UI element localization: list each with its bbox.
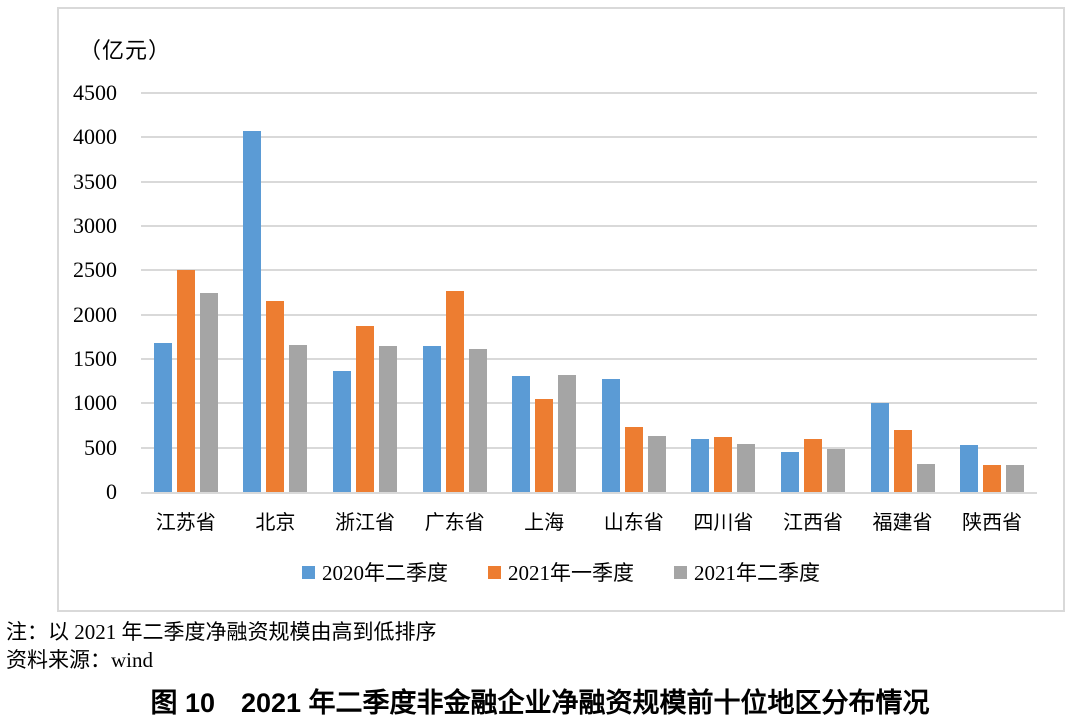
x-tick-label: 广东省 xyxy=(424,512,485,534)
x-tick-label: 江西省 xyxy=(782,512,843,534)
bar xyxy=(647,436,666,492)
bar xyxy=(983,465,1002,492)
bar xyxy=(512,375,531,492)
bar xyxy=(893,429,912,492)
x-tick-label: 上海 xyxy=(524,512,565,534)
bar-group-6 xyxy=(589,93,679,492)
bar-group-3 xyxy=(320,93,410,492)
bar-group-4 xyxy=(410,93,500,492)
bar xyxy=(468,349,487,492)
legend-item: 2021年一季度 xyxy=(488,557,634,587)
bar xyxy=(266,301,285,492)
y-tick-label: 4500 xyxy=(73,80,117,105)
figure-caption: 图 10 2021 年二季度非金融企业净融资规模前十位地区分布情况 xyxy=(0,681,1080,720)
bar-group-10 xyxy=(947,93,1037,492)
bar xyxy=(355,326,374,492)
bar xyxy=(601,379,620,492)
bar xyxy=(780,452,799,492)
y-tick-label: 1000 xyxy=(73,390,117,416)
legend-label: 2020年二季度 xyxy=(322,561,448,585)
bar xyxy=(1006,465,1025,492)
x-tick-label: 浙江省 xyxy=(334,512,395,534)
bar xyxy=(826,448,845,492)
bar xyxy=(870,403,889,492)
bar xyxy=(378,345,397,492)
chart-frame: （亿元） 0 500 1000 1500 2000 2500 3000 3500 4000 450… xyxy=(57,7,1065,612)
gridline xyxy=(141,358,1037,361)
y-tick-label: 0 xyxy=(106,479,117,504)
bar xyxy=(960,445,979,492)
legend-swatch-icon xyxy=(302,565,315,579)
bar-group-7 xyxy=(679,93,769,492)
chart-source: 资料来源：wind xyxy=(6,644,153,674)
note-text: 注：以 2021 年二季度净融资规模由高到低排序 xyxy=(6,620,437,644)
y-axis-tick-labels: 0 500 1000 1500 2000 2500 3000 3500 4000 4500 xyxy=(59,82,131,503)
bar xyxy=(332,370,351,492)
bar xyxy=(153,343,172,492)
gridline xyxy=(141,313,1037,316)
y-tick-label: 3000 xyxy=(73,213,117,239)
y-tick-label: 500 xyxy=(84,434,117,460)
gridline xyxy=(141,402,1037,405)
gridline xyxy=(141,446,1037,449)
bar xyxy=(243,131,262,492)
bar-group-5 xyxy=(499,93,589,492)
x-tick-label: 陕西省 xyxy=(962,512,1023,534)
y-axis-unit-label: （亿元） xyxy=(79,38,172,63)
x-axis-category-labels: 江苏省 北京 浙江省 广东省 上海 山东省 四川省 江西省 福建省 陕西省 xyxy=(141,506,1037,535)
gridline xyxy=(141,180,1037,183)
gridline xyxy=(141,92,1037,94)
bar xyxy=(422,345,441,492)
y-tick-label: 2000 xyxy=(73,301,117,327)
y-tick-label: 3500 xyxy=(73,168,117,194)
bar xyxy=(803,438,822,492)
x-tick-label: 山东省 xyxy=(603,512,664,534)
bar-groups xyxy=(141,93,1037,492)
legend-label: 2021年一季度 xyxy=(508,561,634,585)
y-tick-label: 2500 xyxy=(73,257,117,283)
source-text: 资料来源：wind xyxy=(6,648,153,672)
x-tick-label: 福建省 xyxy=(872,512,933,534)
bar xyxy=(289,344,308,492)
bar xyxy=(558,374,577,492)
y-tick-label: 4000 xyxy=(73,124,117,150)
y-tick-label: 1500 xyxy=(73,346,117,372)
bar xyxy=(445,290,464,492)
gridline xyxy=(141,136,1037,139)
chart-legend: 2020年二季度 2021年一季度 2021年二季度 xyxy=(59,557,1063,587)
bar xyxy=(199,292,218,492)
x-tick-label: 北京 xyxy=(255,512,296,534)
bar xyxy=(916,463,935,492)
bar xyxy=(714,437,733,492)
bar-group-8 xyxy=(768,93,858,492)
bar xyxy=(737,444,756,492)
gridline xyxy=(141,225,1037,228)
figure-number: 图 10 xyxy=(150,688,215,718)
legend-label: 2021年二季度 xyxy=(694,561,820,585)
x-tick-label: 江苏省 xyxy=(155,512,216,534)
bar-group-2 xyxy=(231,93,321,492)
gridline xyxy=(141,269,1037,272)
legend-item: 2020年二季度 xyxy=(302,557,448,587)
figure-title: 2021 年二季度非金融企业净融资规模前十位地区分布情况 xyxy=(240,688,930,718)
legend-item: 2021年二季度 xyxy=(674,557,820,587)
legend-swatch-icon xyxy=(488,565,501,579)
x-tick-label: 四川省 xyxy=(693,512,754,534)
plot-area xyxy=(141,92,1037,494)
bar xyxy=(176,270,195,492)
chart-note: 注：以 2021 年二季度净融资规模由高到低排序 xyxy=(6,616,437,646)
legend-swatch-icon xyxy=(674,565,687,579)
bar xyxy=(691,438,710,492)
bar xyxy=(535,398,554,492)
bar-group-1 xyxy=(141,93,231,492)
bar-group-9 xyxy=(858,93,948,492)
bar xyxy=(624,427,643,492)
